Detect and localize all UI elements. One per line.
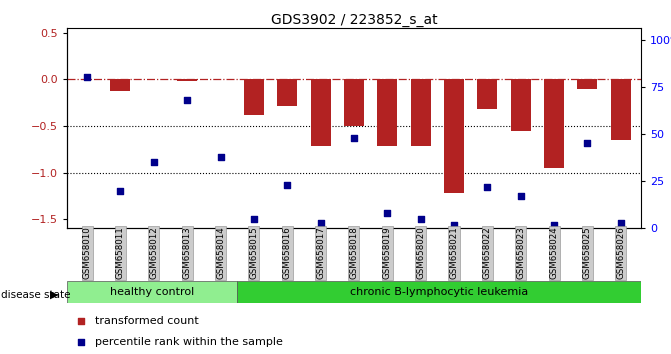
Bar xyxy=(238,281,641,303)
Text: GSM658019: GSM658019 xyxy=(383,227,392,279)
Point xyxy=(549,222,560,227)
Title: GDS3902 / 223852_s_at: GDS3902 / 223852_s_at xyxy=(270,13,437,27)
Text: GSM658024: GSM658024 xyxy=(550,227,558,279)
Point xyxy=(479,224,490,229)
Bar xyxy=(311,80,331,147)
Bar xyxy=(444,80,464,193)
Point xyxy=(479,27,490,33)
Point xyxy=(449,222,460,227)
Text: GSM658018: GSM658018 xyxy=(350,227,358,279)
Text: GSM658010: GSM658010 xyxy=(83,227,92,279)
Text: GSM658011: GSM658011 xyxy=(116,227,125,279)
Text: GSM658015: GSM658015 xyxy=(250,227,258,279)
Bar xyxy=(344,80,364,126)
Bar xyxy=(111,80,130,91)
Text: GSM658020: GSM658020 xyxy=(416,227,425,279)
Point xyxy=(182,97,193,103)
Text: GSM658017: GSM658017 xyxy=(316,227,325,279)
Point xyxy=(115,188,126,193)
Bar xyxy=(477,80,497,109)
Point xyxy=(582,141,592,146)
Text: GSM658021: GSM658021 xyxy=(450,227,458,279)
Bar xyxy=(411,80,431,147)
Text: GSM658016: GSM658016 xyxy=(282,227,292,279)
Bar xyxy=(177,80,197,81)
Bar xyxy=(377,80,397,147)
Bar xyxy=(244,80,264,115)
Text: GSM658012: GSM658012 xyxy=(150,227,158,279)
Bar xyxy=(67,281,238,303)
Text: ▶: ▶ xyxy=(50,290,58,299)
Point xyxy=(148,159,159,165)
Bar xyxy=(611,80,631,140)
Point xyxy=(315,220,326,225)
Text: percentile rank within the sample: percentile rank within the sample xyxy=(95,337,282,348)
Text: GSM658023: GSM658023 xyxy=(516,227,525,279)
Point xyxy=(382,210,393,216)
Text: disease state: disease state xyxy=(1,290,70,299)
Text: transformed count: transformed count xyxy=(95,316,199,326)
Point xyxy=(482,184,493,190)
Text: chronic B-lymphocytic leukemia: chronic B-lymphocytic leukemia xyxy=(350,287,528,297)
Bar xyxy=(544,80,564,168)
Text: GSM658013: GSM658013 xyxy=(183,227,192,279)
Point xyxy=(282,182,293,188)
Point xyxy=(515,193,526,199)
Point xyxy=(349,135,360,141)
Bar xyxy=(511,80,531,131)
Bar xyxy=(277,80,297,105)
Text: GSM658026: GSM658026 xyxy=(616,227,625,279)
Point xyxy=(415,216,426,222)
Point xyxy=(248,216,259,222)
Text: GSM658025: GSM658025 xyxy=(583,227,592,279)
Point xyxy=(82,75,93,80)
Point xyxy=(215,154,226,159)
Bar xyxy=(578,80,597,89)
Text: GSM658014: GSM658014 xyxy=(216,227,225,279)
Point xyxy=(615,220,626,225)
Text: healthy control: healthy control xyxy=(110,287,195,297)
Text: GSM658022: GSM658022 xyxy=(483,227,492,279)
